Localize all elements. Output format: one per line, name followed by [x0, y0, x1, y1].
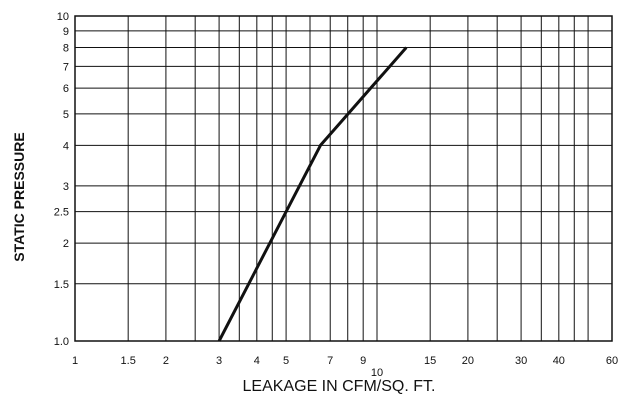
- y-axis-title: STATIC PRESSURE: [11, 132, 27, 261]
- x-axis-title: LEAKAGE IN CFM/SQ. FT.: [243, 378, 436, 395]
- x-axis-tick-labels: 1 1.5 2 3 4 5 7 9 10 15 20 30 40 60: [72, 355, 618, 379]
- y-tick-label: 6: [63, 83, 69, 95]
- grid-lines: [74, 15, 613, 342]
- y-tick-label: 2.5: [54, 207, 69, 219]
- plot-frame: [74, 15, 613, 342]
- x-tick-label: 3: [216, 355, 222, 367]
- x-tick-label: 40: [553, 355, 565, 367]
- x-tick-label: 10: [371, 367, 383, 379]
- y-axis-tick-labels: 1.0 1.5 2 2.5 3 4 5 6 7 8 9 10: [54, 11, 69, 348]
- leakage-curve: [217, 46, 408, 342]
- series-layer: [217, 46, 408, 342]
- x-tick-label: 7: [327, 355, 333, 367]
- y-tick-label: 10: [57, 11, 69, 23]
- x-tick-label: 9: [360, 355, 366, 367]
- x-tick-label: 15: [424, 355, 436, 367]
- x-tick-label: 4: [254, 355, 260, 367]
- y-tick-label: 7: [63, 61, 69, 73]
- x-tick-label: 30: [515, 355, 527, 367]
- y-tick-label: 9: [63, 26, 69, 38]
- y-tick-label: 5: [63, 109, 69, 121]
- y-tick-label: 1.5: [54, 279, 69, 291]
- y-tick-label: 2: [63, 238, 69, 250]
- x-tick-label: 1.5: [121, 355, 136, 367]
- y-tick-label: 3: [63, 181, 69, 193]
- x-tick-label: 5: [283, 355, 289, 367]
- x-tick-label: 20: [462, 355, 474, 367]
- x-tick-label: 2: [163, 355, 169, 367]
- x-tick-label: 60: [606, 355, 618, 367]
- y-tick-label: 4: [63, 140, 69, 152]
- y-tick-label: 1.0: [54, 336, 69, 348]
- x-tick-label: 1: [72, 355, 78, 367]
- y-tick-label: 8: [63, 42, 69, 54]
